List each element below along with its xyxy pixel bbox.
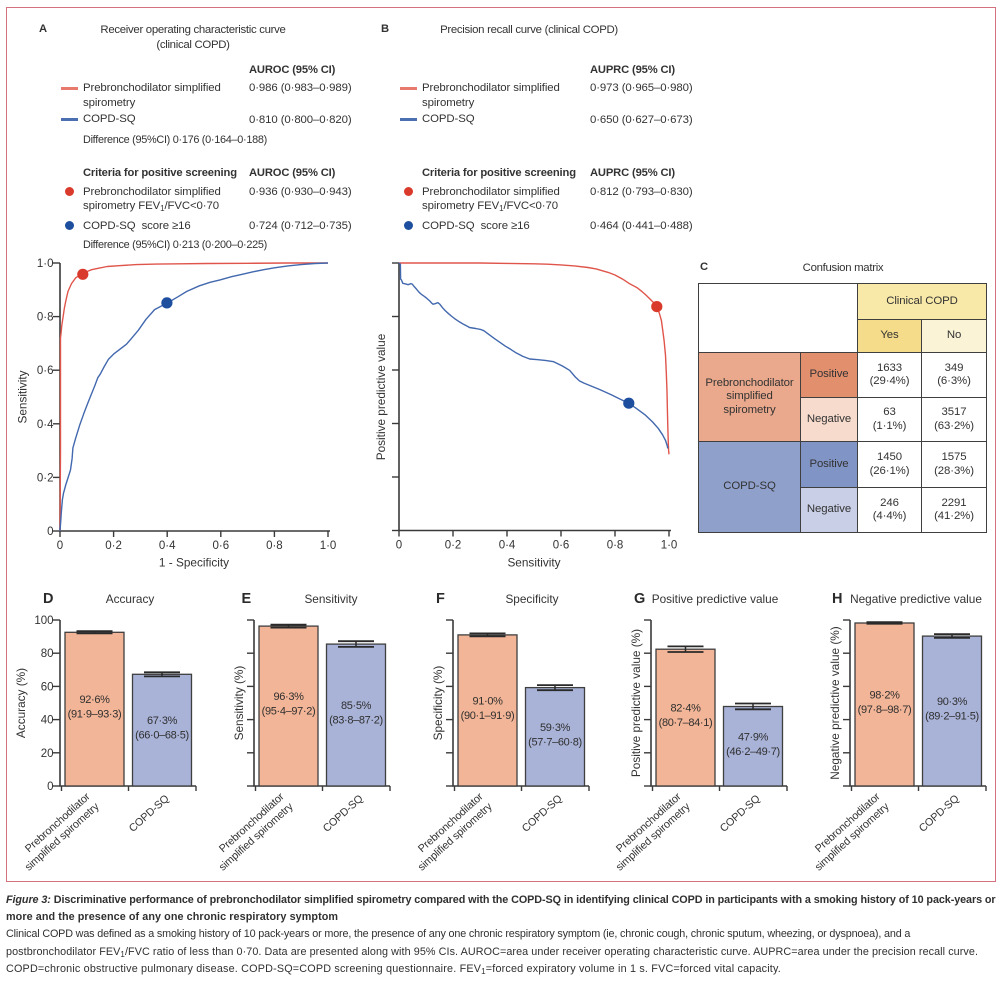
svg-text:0: 0: [47, 526, 53, 538]
svg-text:E: E: [242, 591, 252, 607]
svg-text:0·4: 0·4: [37, 419, 54, 431]
svg-text:0: 0: [57, 540, 63, 552]
svg-text:(66·0–68·5): (66·0–68·5): [135, 730, 189, 742]
svg-text:20: 20: [41, 748, 54, 760]
svg-text:0·2: 0·2: [105, 540, 122, 552]
svg-text:(46·2–49·7): (46·2–49·7): [726, 746, 780, 758]
svg-text:Accuracy (%): Accuracy (%): [14, 668, 28, 738]
svg-text:60: 60: [41, 681, 54, 693]
svg-text:85·5%: 85·5%: [341, 700, 372, 712]
svg-text:Negative predictive value: Negative predictive value: [850, 592, 982, 606]
svg-text:(57·7–60·8): (57·7–60·8): [528, 736, 582, 748]
svg-text:Sensitivity (%): Sensitivity (%): [232, 666, 246, 741]
svg-text:92·6%: 92·6%: [79, 694, 110, 706]
svg-text:COPD-SQ: COPD-SQ: [321, 793, 366, 835]
svg-text:Positive predictive value (%): Positive predictive value (%): [629, 629, 643, 777]
svg-text:91·0%: 91·0%: [472, 696, 503, 708]
svg-text:0·6: 0·6: [212, 540, 229, 552]
svg-text:47·9%: 47·9%: [738, 731, 769, 743]
svg-text:0·4: 0·4: [499, 540, 516, 552]
svg-text:0·8: 0·8: [607, 540, 624, 552]
svg-text:Accuracy: Accuracy: [106, 592, 155, 606]
svg-text:(91·9–93·3): (91·9–93·3): [68, 709, 122, 721]
svg-text:0·6: 0·6: [553, 540, 570, 552]
svg-text:COPD-SQ: COPD-SQ: [718, 793, 763, 835]
svg-text:0·8: 0·8: [37, 312, 54, 324]
svg-text:0: 0: [396, 540, 402, 552]
svg-text:82·4%: 82·4%: [670, 703, 701, 715]
svg-text:COPD-SQ: COPD-SQ: [520, 793, 565, 835]
svg-text:Specificity: Specificity: [505, 592, 558, 606]
svg-text:0·2: 0·2: [445, 540, 462, 552]
svg-text:Specificity (%): Specificity (%): [431, 666, 445, 741]
svg-text:1·0: 1·0: [661, 540, 678, 552]
svg-text:(89·2–91·5): (89·2–91·5): [925, 711, 979, 723]
svg-text:96·3%: 96·3%: [273, 691, 304, 703]
svg-text:G: G: [634, 591, 645, 607]
svg-text:H: H: [832, 591, 842, 607]
svg-text:(97·8–98·7): (97·8–98·7): [858, 704, 912, 716]
svg-text:Sensitivity: Sensitivity: [507, 556, 560, 570]
svg-text:Positive predictive value: Positive predictive value: [374, 333, 388, 460]
svg-text:Negative predictive value (%): Negative predictive value (%): [828, 626, 842, 780]
svg-text:0: 0: [47, 781, 53, 793]
svg-text:1·0: 1·0: [37, 258, 54, 270]
svg-text:D: D: [43, 591, 53, 607]
svg-text:(90·1–91·9): (90·1–91·9): [461, 710, 515, 722]
svg-text:98·2%: 98·2%: [869, 690, 900, 702]
svg-text:(83·8–87·2): (83·8–87·2): [329, 715, 383, 727]
svg-text:F: F: [436, 591, 445, 607]
svg-text:0·8: 0·8: [266, 540, 283, 552]
svg-text:0·2: 0·2: [37, 472, 54, 484]
svg-text:40: 40: [41, 715, 54, 727]
svg-text:90·3%: 90·3%: [937, 696, 968, 708]
svg-text:67·3%: 67·3%: [147, 715, 178, 727]
svg-text:Positive predictive value: Positive predictive value: [652, 592, 779, 606]
svg-text:59·3%: 59·3%: [540, 722, 571, 734]
svg-text:0·4: 0·4: [159, 540, 176, 552]
svg-text:80: 80: [41, 648, 54, 660]
svg-text:1·0: 1·0: [320, 540, 337, 552]
svg-text:1 - Specificity: 1 - Specificity: [159, 556, 229, 570]
svg-text:Sensitivity: Sensitivity: [16, 370, 30, 423]
svg-text:100: 100: [34, 615, 53, 627]
svg-text:(80·7–84·1): (80·7–84·1): [659, 717, 713, 729]
svg-text:COPD-SQ: COPD-SQ: [127, 793, 172, 835]
svg-text:Sensitivity: Sensitivity: [304, 592, 357, 606]
svg-text:(95·4–97·2): (95·4–97·2): [262, 706, 316, 718]
svg-text:0·6: 0·6: [37, 365, 54, 377]
svg-text:COPD-SQ: COPD-SQ: [917, 793, 962, 835]
